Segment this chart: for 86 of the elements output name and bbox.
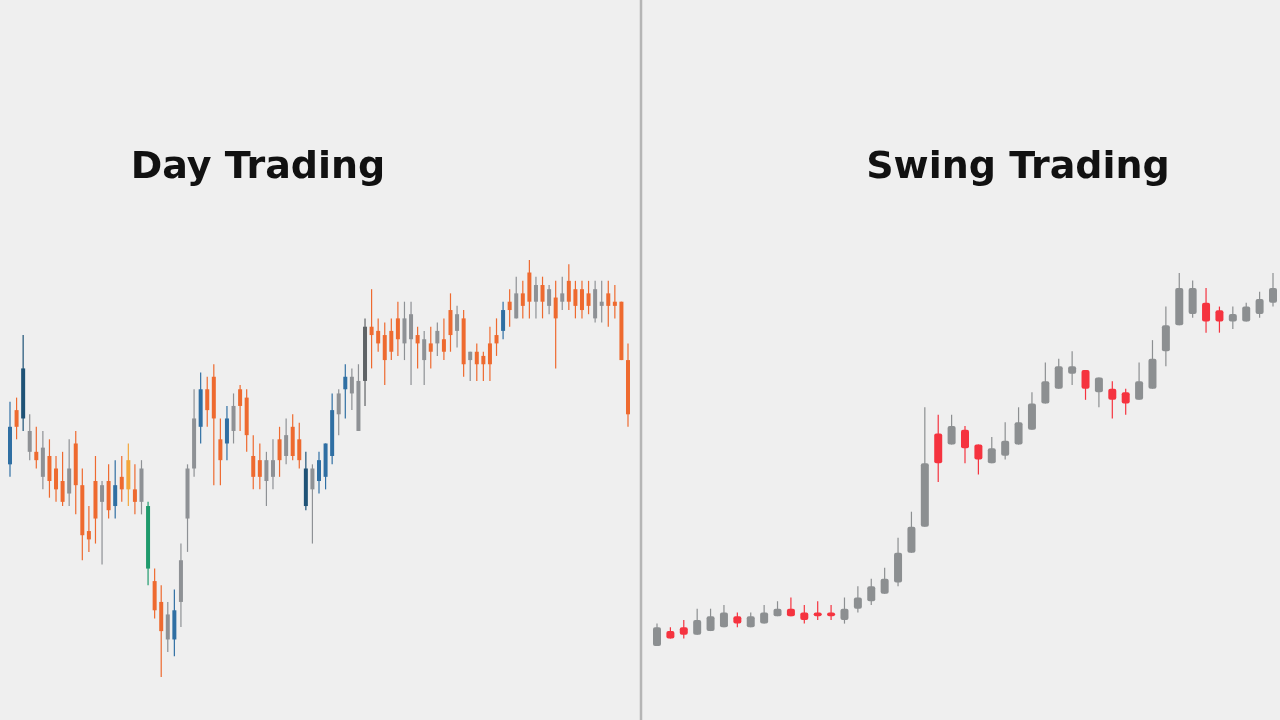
candlestick xyxy=(284,417,289,465)
candlestick xyxy=(520,280,525,319)
candlestick xyxy=(760,604,769,625)
candlestick xyxy=(468,351,473,382)
candlestick xyxy=(1202,287,1211,334)
candlestick xyxy=(553,280,558,370)
chart-title: Swing Trading xyxy=(866,143,1170,187)
candlestick xyxy=(349,367,354,411)
candlestick xyxy=(34,426,39,470)
candlestick xyxy=(317,451,321,495)
candlestick xyxy=(800,604,809,625)
candlestick xyxy=(428,326,433,370)
candlestick xyxy=(297,422,302,470)
candlestick xyxy=(827,604,836,621)
candlestick xyxy=(880,567,889,595)
candlestick xyxy=(481,351,486,382)
candlestick xyxy=(560,276,565,311)
candlestick xyxy=(974,443,983,476)
candlestick xyxy=(1108,380,1117,420)
candlestick xyxy=(487,326,492,382)
candlestick xyxy=(1094,376,1103,408)
candlestick xyxy=(86,505,91,553)
candlestick xyxy=(435,321,440,357)
candlestick xyxy=(336,388,341,436)
candlestick xyxy=(1014,406,1023,446)
candlestick xyxy=(1269,272,1277,308)
candlestick xyxy=(1041,361,1050,405)
candlestick xyxy=(455,305,460,349)
candlestick xyxy=(813,600,822,621)
candlestick xyxy=(132,463,137,515)
candlestick xyxy=(14,397,19,440)
candlestick xyxy=(1255,291,1264,319)
candlestick xyxy=(1001,421,1010,461)
candlestick xyxy=(376,317,381,353)
candlestick xyxy=(853,585,862,614)
candlestick xyxy=(27,413,32,461)
candlestick xyxy=(693,608,702,636)
candlestick xyxy=(100,480,105,566)
candlestick xyxy=(1081,369,1090,401)
candlestick xyxy=(547,284,552,315)
candlestick xyxy=(264,451,269,507)
candlestick xyxy=(1068,350,1077,386)
candlestick xyxy=(474,342,479,382)
candlestick xyxy=(1054,358,1063,390)
candlestick xyxy=(310,463,315,545)
chart-title: Day Trading xyxy=(130,143,386,187)
candlestick xyxy=(599,280,604,324)
candlestick xyxy=(270,438,275,490)
candlestick xyxy=(257,442,262,490)
candlestick xyxy=(238,384,243,432)
candlestick xyxy=(251,434,256,490)
candlestick xyxy=(586,280,591,315)
candlestick xyxy=(494,317,499,357)
candlestick xyxy=(612,284,617,319)
candlestick xyxy=(277,426,282,478)
candlestick xyxy=(501,301,506,340)
candlestick xyxy=(507,288,512,328)
candlestick xyxy=(947,414,956,446)
candlestick xyxy=(54,455,59,503)
candlestick xyxy=(60,451,65,507)
candlestick xyxy=(1135,361,1144,401)
candlestick xyxy=(579,280,584,319)
candlestick xyxy=(205,376,210,428)
candlestick xyxy=(606,280,611,328)
candlestick xyxy=(573,280,578,319)
candlestick xyxy=(987,436,996,464)
candlestick xyxy=(389,317,394,361)
candlestick xyxy=(867,578,876,606)
candlestick xyxy=(395,301,400,357)
candlestick xyxy=(1121,388,1130,416)
candlestick xyxy=(1215,305,1224,334)
candlestick xyxy=(533,276,538,319)
candlestick xyxy=(422,330,427,386)
candlestick xyxy=(113,459,118,520)
candlestick xyxy=(540,276,545,319)
candlestick xyxy=(218,417,223,486)
candlestick xyxy=(840,596,849,625)
candlestick xyxy=(119,455,124,503)
candlestick xyxy=(415,326,420,370)
candlestick xyxy=(679,619,688,640)
candlestick xyxy=(441,317,446,361)
candlestick xyxy=(566,263,571,311)
candlestick xyxy=(961,425,969,464)
candlestick xyxy=(343,363,348,420)
candlestick xyxy=(369,288,374,370)
candlestick xyxy=(1228,305,1237,330)
